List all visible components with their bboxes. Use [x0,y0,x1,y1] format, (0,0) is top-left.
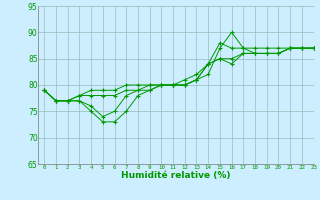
X-axis label: Humidité relative (%): Humidité relative (%) [121,171,231,180]
